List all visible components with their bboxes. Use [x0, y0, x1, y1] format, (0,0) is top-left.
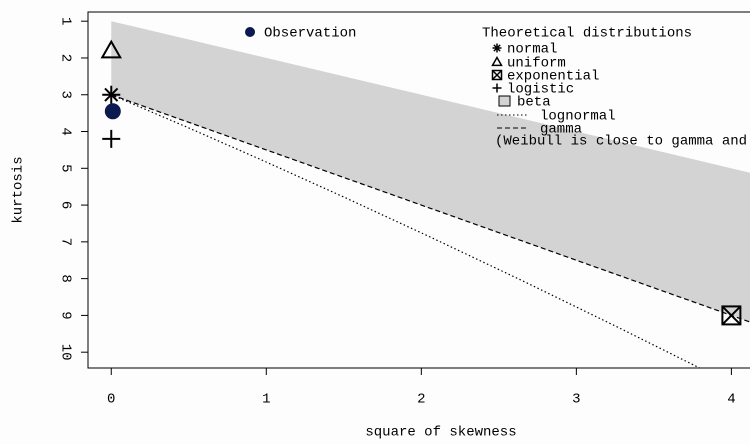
x-tick-label: 3: [572, 392, 580, 408]
legend-label: exponential: [507, 69, 599, 85]
y-tick-label: 6: [57, 201, 73, 209]
marker-stroke: [491, 69, 503, 81]
x-tick-label: 1: [262, 392, 270, 408]
legend-observation-label: Observation: [264, 26, 356, 42]
marker-stroke: [721, 305, 742, 326]
legend-label: beta: [517, 95, 551, 111]
y-axis-label: kurtosis: [11, 156, 27, 223]
y-tick-label: 9: [57, 311, 73, 319]
y-tick-label: 5: [57, 164, 73, 172]
marker-boxed-x: [491, 69, 503, 81]
legend-observation-marker: [245, 27, 255, 37]
legend-title: Theoretical distributions: [482, 26, 692, 42]
marker-asterisk: [102, 85, 121, 104]
gamma-line: [111, 94, 750, 323]
y-tick-label: 4: [57, 127, 73, 135]
x-axis-label: square of skewness: [365, 425, 516, 441]
marker-triangle: [491, 55, 503, 67]
x-tick-label: 4: [727, 392, 735, 408]
observation-point: [104, 103, 121, 120]
legend-label: logistic: [507, 82, 574, 98]
legend-label: gamma: [540, 122, 582, 138]
marker-stroke: [104, 87, 119, 102]
marker-triangle: [100, 39, 122, 59]
y-tick-label: 3: [57, 91, 73, 99]
y-tick-label: 2: [57, 54, 73, 62]
x-tick-label: 2: [417, 392, 425, 408]
marker-stroke: [721, 305, 742, 326]
legend-beta-swatch: [498, 95, 511, 107]
marker-plus: [492, 83, 502, 93]
lognormal-line: [111, 94, 701, 368]
beta-region: [111, 21, 750, 323]
legend-note: (Weibull is close to gamma and lognorma: [495, 134, 750, 150]
x-tick-label: 0: [107, 392, 115, 408]
marker-boxed-x: [721, 305, 742, 326]
y-tick-label: 10: [57, 344, 73, 361]
y-tick-label: 7: [57, 238, 73, 246]
y-tick-label: 1: [57, 17, 73, 25]
marker-plus: [102, 129, 121, 148]
marker-stroke: [491, 69, 503, 81]
legend-label: uniform: [507, 56, 566, 72]
y-tick-label: 8: [57, 274, 73, 282]
plot-area: [100, 21, 750, 368]
legend-label: normal: [507, 42, 557, 58]
marker-asterisk: [492, 43, 502, 53]
marker-stroke: [491, 55, 503, 67]
legend-label: lognormal: [540, 109, 616, 125]
marker-stroke: [493, 44, 501, 52]
marker-stroke: [100, 39, 122, 59]
